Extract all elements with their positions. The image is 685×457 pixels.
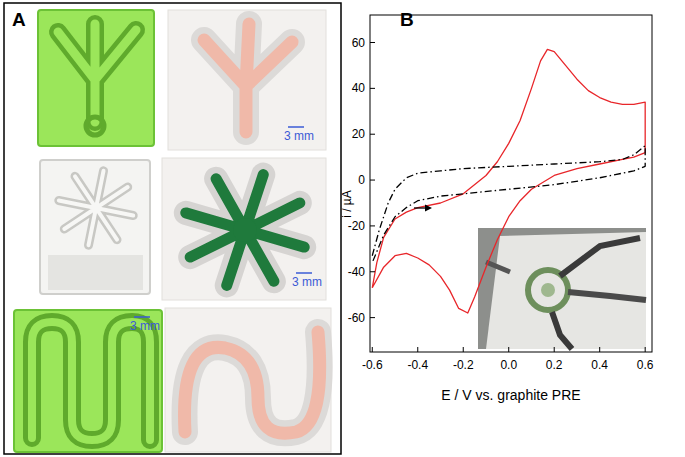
stamp-base	[40, 160, 150, 294]
stamp-body	[48, 255, 143, 290]
stamp-base	[38, 10, 154, 146]
series-group	[372, 49, 645, 313]
plot-frame	[370, 15, 652, 352]
stamp-relief-outline	[32, 322, 150, 440]
y-tick-label: 20	[352, 127, 366, 141]
printed-pattern	[204, 24, 292, 132]
y-tick	[370, 134, 375, 135]
paper-photo	[162, 158, 326, 300]
inset-clip	[552, 312, 572, 349]
x-tick-label: -0.6	[362, 358, 383, 372]
y-axis-label: i / µA	[340, 190, 354, 218]
printed-pattern	[186, 175, 304, 286]
y-tick-label: -40	[348, 265, 366, 279]
figure: 3 mm 3 mm 3 mm A B -0.6 -0.4 -0.2 0.0 0.2 0.4 0.6 -6…	[0, 0, 685, 457]
scale-bar-label: 3 mm	[292, 275, 322, 289]
panel-frame	[4, 3, 341, 454]
inset-clip	[560, 238, 640, 276]
printed-pattern	[185, 332, 320, 433]
stamp-relief	[58, 24, 136, 122]
y-tick	[370, 88, 375, 89]
printed-pattern-outline	[185, 332, 320, 433]
paper-photo	[168, 10, 326, 150]
stamp-relief	[32, 322, 150, 440]
x-tick-label: 0.0	[500, 358, 517, 372]
x-tick	[463, 347, 464, 352]
x-tick-label: 0.6	[637, 358, 654, 372]
printed-pattern	[233, 218, 257, 242]
scale-bar	[134, 316, 150, 318]
inset-clip	[486, 262, 510, 272]
cv-curve	[372, 146, 645, 263]
x-tick	[599, 347, 600, 352]
x-tick	[554, 347, 555, 352]
scale-bar	[288, 126, 304, 128]
x-tick-label: -0.2	[453, 358, 474, 372]
panel-b: B -0.6 -0.4 -0.2 0.0 0.2 0.4 0.6 -60 -40 -20 0 20 40 6…	[340, 9, 654, 403]
inset-electrode	[541, 283, 555, 297]
panel-label: B	[400, 9, 414, 30]
x-tick	[645, 347, 646, 352]
x-tick-label: 0.4	[591, 358, 608, 372]
x-tick-label: -0.4	[407, 358, 428, 372]
y-tick	[370, 180, 375, 181]
cv-curve	[372, 49, 645, 313]
y-tick	[370, 42, 375, 43]
panel-a: 3 mm 3 mm 3 mm A	[4, 3, 341, 454]
y-tick-label: 40	[352, 81, 366, 95]
y-tick	[370, 271, 375, 272]
y-tick-label: 60	[352, 36, 366, 50]
stamp-relief-outline	[58, 24, 136, 122]
scale-bar-label: 3 mm	[284, 129, 314, 143]
paper-photo	[165, 308, 331, 452]
x-tick	[417, 347, 418, 352]
y-tick-label: -60	[348, 311, 366, 325]
stamp-base	[14, 310, 162, 452]
scale-bar-label: 3 mm	[130, 319, 160, 333]
inset-background	[478, 228, 646, 349]
inset-photo	[478, 228, 646, 349]
y-tick-label: 0	[358, 173, 365, 187]
printed-pattern-outline	[186, 175, 304, 286]
inset-clip	[568, 292, 646, 300]
x-axis-label: E / V vs. graphite PRE	[441, 387, 580, 403]
stamp-relief	[59, 171, 133, 245]
printed-pattern-outline	[204, 24, 292, 132]
inset-paper	[486, 232, 646, 349]
y-tick-label: -20	[348, 219, 366, 233]
scale-bar	[296, 272, 312, 274]
x-tick	[372, 347, 373, 352]
y-tick	[370, 317, 375, 318]
scan-arrow	[425, 205, 432, 212]
stamp-relief	[86, 117, 104, 135]
x-tick-label: 0.2	[546, 358, 563, 372]
stamp-relief-outline	[59, 171, 133, 245]
panel-label: A	[12, 9, 26, 30]
y-tick	[370, 225, 375, 226]
x-tick	[508, 347, 509, 352]
